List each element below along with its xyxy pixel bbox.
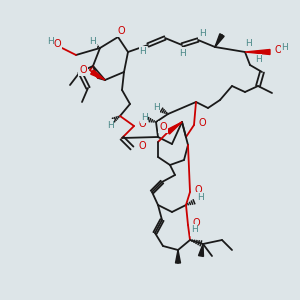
- Text: O: O: [194, 185, 202, 195]
- Text: O: O: [192, 218, 200, 228]
- Polygon shape: [215, 34, 224, 47]
- Text: O: O: [274, 45, 282, 55]
- Text: H: H: [153, 103, 159, 112]
- Text: H: H: [199, 28, 206, 38]
- Polygon shape: [167, 122, 182, 134]
- Polygon shape: [245, 50, 270, 55]
- Text: O: O: [79, 65, 87, 75]
- Text: H: H: [140, 47, 146, 56]
- Text: H: H: [190, 226, 197, 235]
- Text: O: O: [117, 26, 125, 36]
- Text: H: H: [255, 56, 261, 64]
- Text: H: H: [246, 40, 252, 49]
- Text: H: H: [196, 194, 203, 202]
- Text: H: H: [90, 38, 96, 46]
- Text: H: H: [282, 44, 288, 52]
- Text: O: O: [138, 141, 146, 151]
- Polygon shape: [91, 70, 105, 80]
- Text: O: O: [198, 118, 206, 128]
- Text: H: H: [178, 49, 185, 58]
- Text: O: O: [53, 39, 61, 49]
- Polygon shape: [199, 244, 203, 256]
- Text: O: O: [159, 122, 167, 132]
- Text: H: H: [141, 112, 147, 122]
- Text: H: H: [46, 38, 53, 46]
- Text: O: O: [138, 119, 146, 129]
- Polygon shape: [176, 250, 181, 263]
- Text: H: H: [106, 121, 113, 130]
